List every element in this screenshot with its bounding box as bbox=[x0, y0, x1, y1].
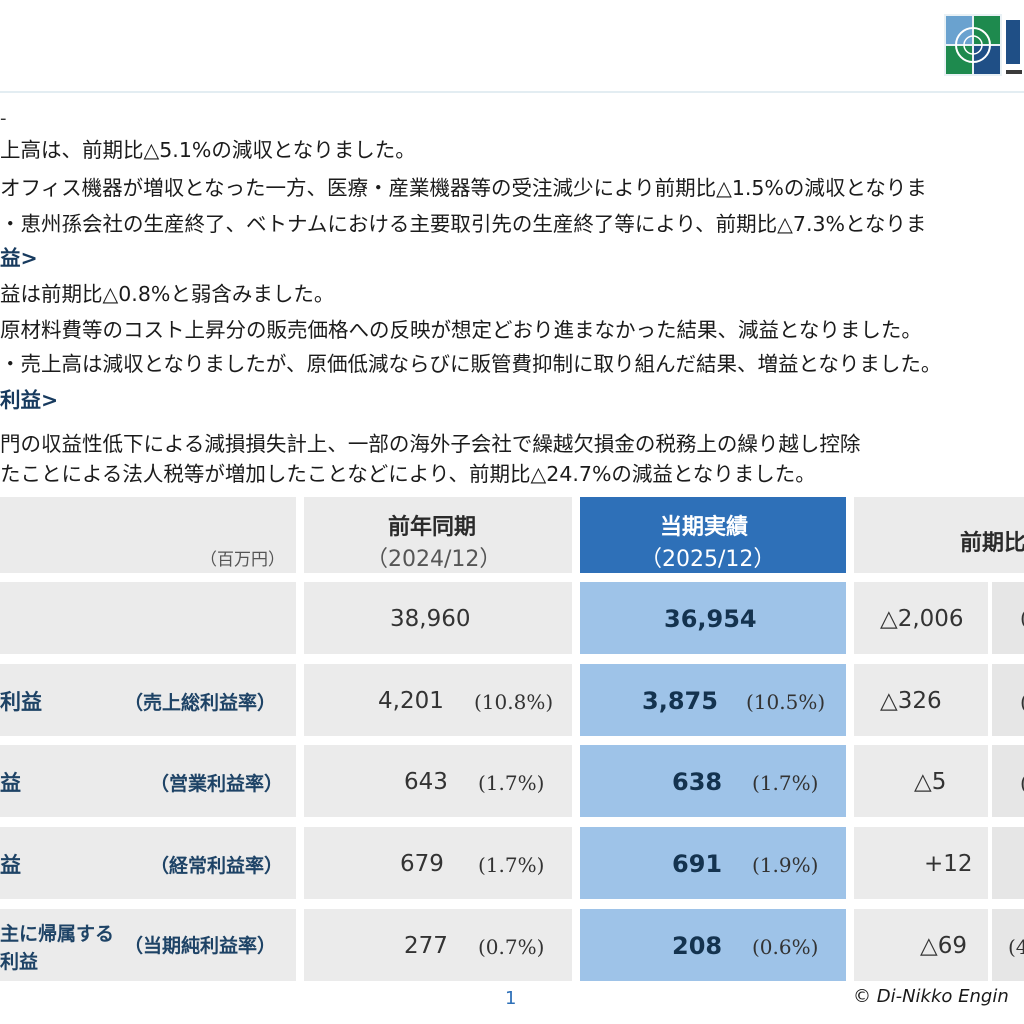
row-prev-cell: 4,201 (10.8%) bbox=[304, 664, 572, 736]
row-label: 主に帰属する bbox=[0, 923, 115, 945]
prev-value: 277 bbox=[404, 933, 448, 959]
current-period: （2025/12） bbox=[640, 547, 776, 572]
text-line-2: オフィス機器が増収となった一方、医療・産業機器等の受注減少により前期比△1.5%… bbox=[0, 176, 927, 200]
diff-value: △326 bbox=[880, 688, 942, 714]
ratio-label: （当期純利益率） bbox=[124, 935, 277, 957]
prev-period: （2024/12） bbox=[366, 547, 502, 572]
diff-value: △69 bbox=[920, 933, 967, 959]
row-current-cell: 691 (1.9%) bbox=[580, 827, 846, 899]
prev-header: 前年同期 bbox=[388, 515, 477, 540]
current-pct: (1.9%) bbox=[752, 853, 819, 877]
text-line-6: 原材料費等のコスト上昇分の販売価格への反映が想定どおり進まなかった結果、減益とな… bbox=[0, 318, 922, 342]
diff-pct: ( bbox=[1020, 771, 1024, 795]
row-diff-cell: +12 bbox=[854, 827, 988, 899]
diff-value: +12 bbox=[924, 851, 973, 877]
prev-pct: (1.7%) bbox=[478, 771, 545, 795]
prev-value: 38,960 bbox=[390, 606, 471, 632]
row-diff-pct-cell: (4 bbox=[992, 909, 1024, 981]
prev-value: 4,201 bbox=[378, 688, 444, 714]
diff-value: △2,006 bbox=[880, 606, 964, 632]
row-current-cell: 208 (0.6%) bbox=[580, 909, 846, 981]
current-header: 当期実績 bbox=[660, 515, 749, 540]
row-label-cell: 益 （経常利益率） bbox=[0, 827, 296, 899]
current-value: 3,875 bbox=[642, 687, 718, 715]
section-heading-net-income: 利益> bbox=[0, 388, 59, 412]
row-label: 益 bbox=[0, 853, 21, 877]
row-diff-cell: △2,006 bbox=[854, 582, 988, 654]
row-current-cell: 36,954 bbox=[580, 582, 846, 654]
row-prev-cell: 38,960 bbox=[304, 582, 572, 654]
section-heading-profit: 益> bbox=[0, 246, 38, 270]
diff-pct: (4 bbox=[1008, 935, 1024, 959]
ratio-label: （営業利益率） bbox=[150, 773, 284, 795]
current-value: 36,954 bbox=[664, 605, 757, 633]
prev-value: 679 bbox=[400, 851, 444, 877]
row-diff-pct-cell bbox=[992, 827, 1024, 899]
diff-value: △5 bbox=[914, 769, 947, 795]
row-label-cell bbox=[0, 582, 296, 654]
row-current-cell: 638 (1.7%) bbox=[580, 745, 846, 817]
text-line-7: ・売上高は減収となりましたが、原価低減ならびに販管費抑制に取り組んだ結果、増益と… bbox=[0, 352, 942, 376]
company-logo bbox=[944, 14, 1024, 78]
row-label: 益 bbox=[0, 771, 21, 795]
text-line-5: 益は前期比△0.8%と弱含みました。 bbox=[0, 282, 335, 306]
ratio-label: （売上総利益率） bbox=[124, 692, 277, 714]
text-line-1: 上高は、前期比△5.1%の減収となりました。 bbox=[0, 138, 416, 162]
table-header-diff: 前期比 bbox=[854, 497, 1024, 573]
current-value: 208 bbox=[672, 932, 723, 960]
row-current-cell: 3,875 (10.5%) bbox=[580, 664, 846, 736]
page-number: 1 bbox=[505, 988, 517, 1009]
prev-pct: (0.7%) bbox=[478, 935, 545, 959]
row-diff-pct-cell: ( bbox=[992, 582, 1024, 654]
row-diff-cell: △5 bbox=[854, 745, 988, 817]
table-header-current: 当期実績 （2025/12） bbox=[580, 497, 846, 573]
row-label-cell: 利益 （売上総利益率） bbox=[0, 664, 296, 736]
current-pct: (10.5%) bbox=[746, 690, 826, 714]
text-line-3: ・恵州孫会社の生産終了、ベトナムにおける主要取引先の生産終了等により、前期比△7… bbox=[0, 212, 927, 236]
row-diff-pct-cell: ( bbox=[992, 664, 1024, 736]
text-line-9: 門の収益性低下による減損損失計上、一部の海外子会社で繰越欠損金の税務上の繰り越し… bbox=[0, 432, 861, 456]
row-label-cell: 主に帰属する 利益 （当期純利益率） bbox=[0, 909, 296, 981]
row-label: 利益 bbox=[0, 690, 42, 714]
row-prev-cell: 277 (0.7%) bbox=[304, 909, 572, 981]
prev-value: 643 bbox=[404, 769, 448, 795]
row-diff-cell: △69 bbox=[854, 909, 988, 981]
bullet-marker: - bbox=[0, 108, 7, 129]
table-header-prev: 前年同期 （2024/12） bbox=[304, 497, 572, 573]
diff-pct: ( bbox=[1020, 606, 1024, 630]
diff-pct: ( bbox=[1020, 690, 1024, 714]
current-pct: (1.7%) bbox=[752, 771, 819, 795]
table-header-label-cell: （百万円） bbox=[0, 497, 296, 573]
row-prev-cell: 679 (1.7%) bbox=[304, 827, 572, 899]
row-diff-cell: △326 bbox=[854, 664, 988, 736]
row-prev-cell: 643 (1.7%) bbox=[304, 745, 572, 817]
prev-pct: (1.7%) bbox=[478, 853, 545, 877]
header-divider bbox=[0, 91, 1024, 93]
current-value: 691 bbox=[672, 850, 723, 878]
ratio-label: （経常利益率） bbox=[150, 855, 284, 877]
copyright-footer: © Di-Nikko Engin bbox=[853, 986, 1009, 1007]
row-label-line2: 利益 bbox=[0, 951, 39, 973]
current-pct: (0.6%) bbox=[752, 935, 819, 959]
current-value: 638 bbox=[672, 768, 723, 796]
row-label-cell: 益 （営業利益率） bbox=[0, 745, 296, 817]
diff-header: 前期比 bbox=[960, 531, 1024, 556]
text-line-10: たことによる法人税等が増加したことなどにより、前期比△24.7%の減益となりまし… bbox=[0, 462, 816, 486]
row-diff-pct-cell: ( bbox=[992, 745, 1024, 817]
unit-label: （百万円） bbox=[200, 550, 285, 570]
prev-pct: (10.8%) bbox=[474, 690, 554, 714]
